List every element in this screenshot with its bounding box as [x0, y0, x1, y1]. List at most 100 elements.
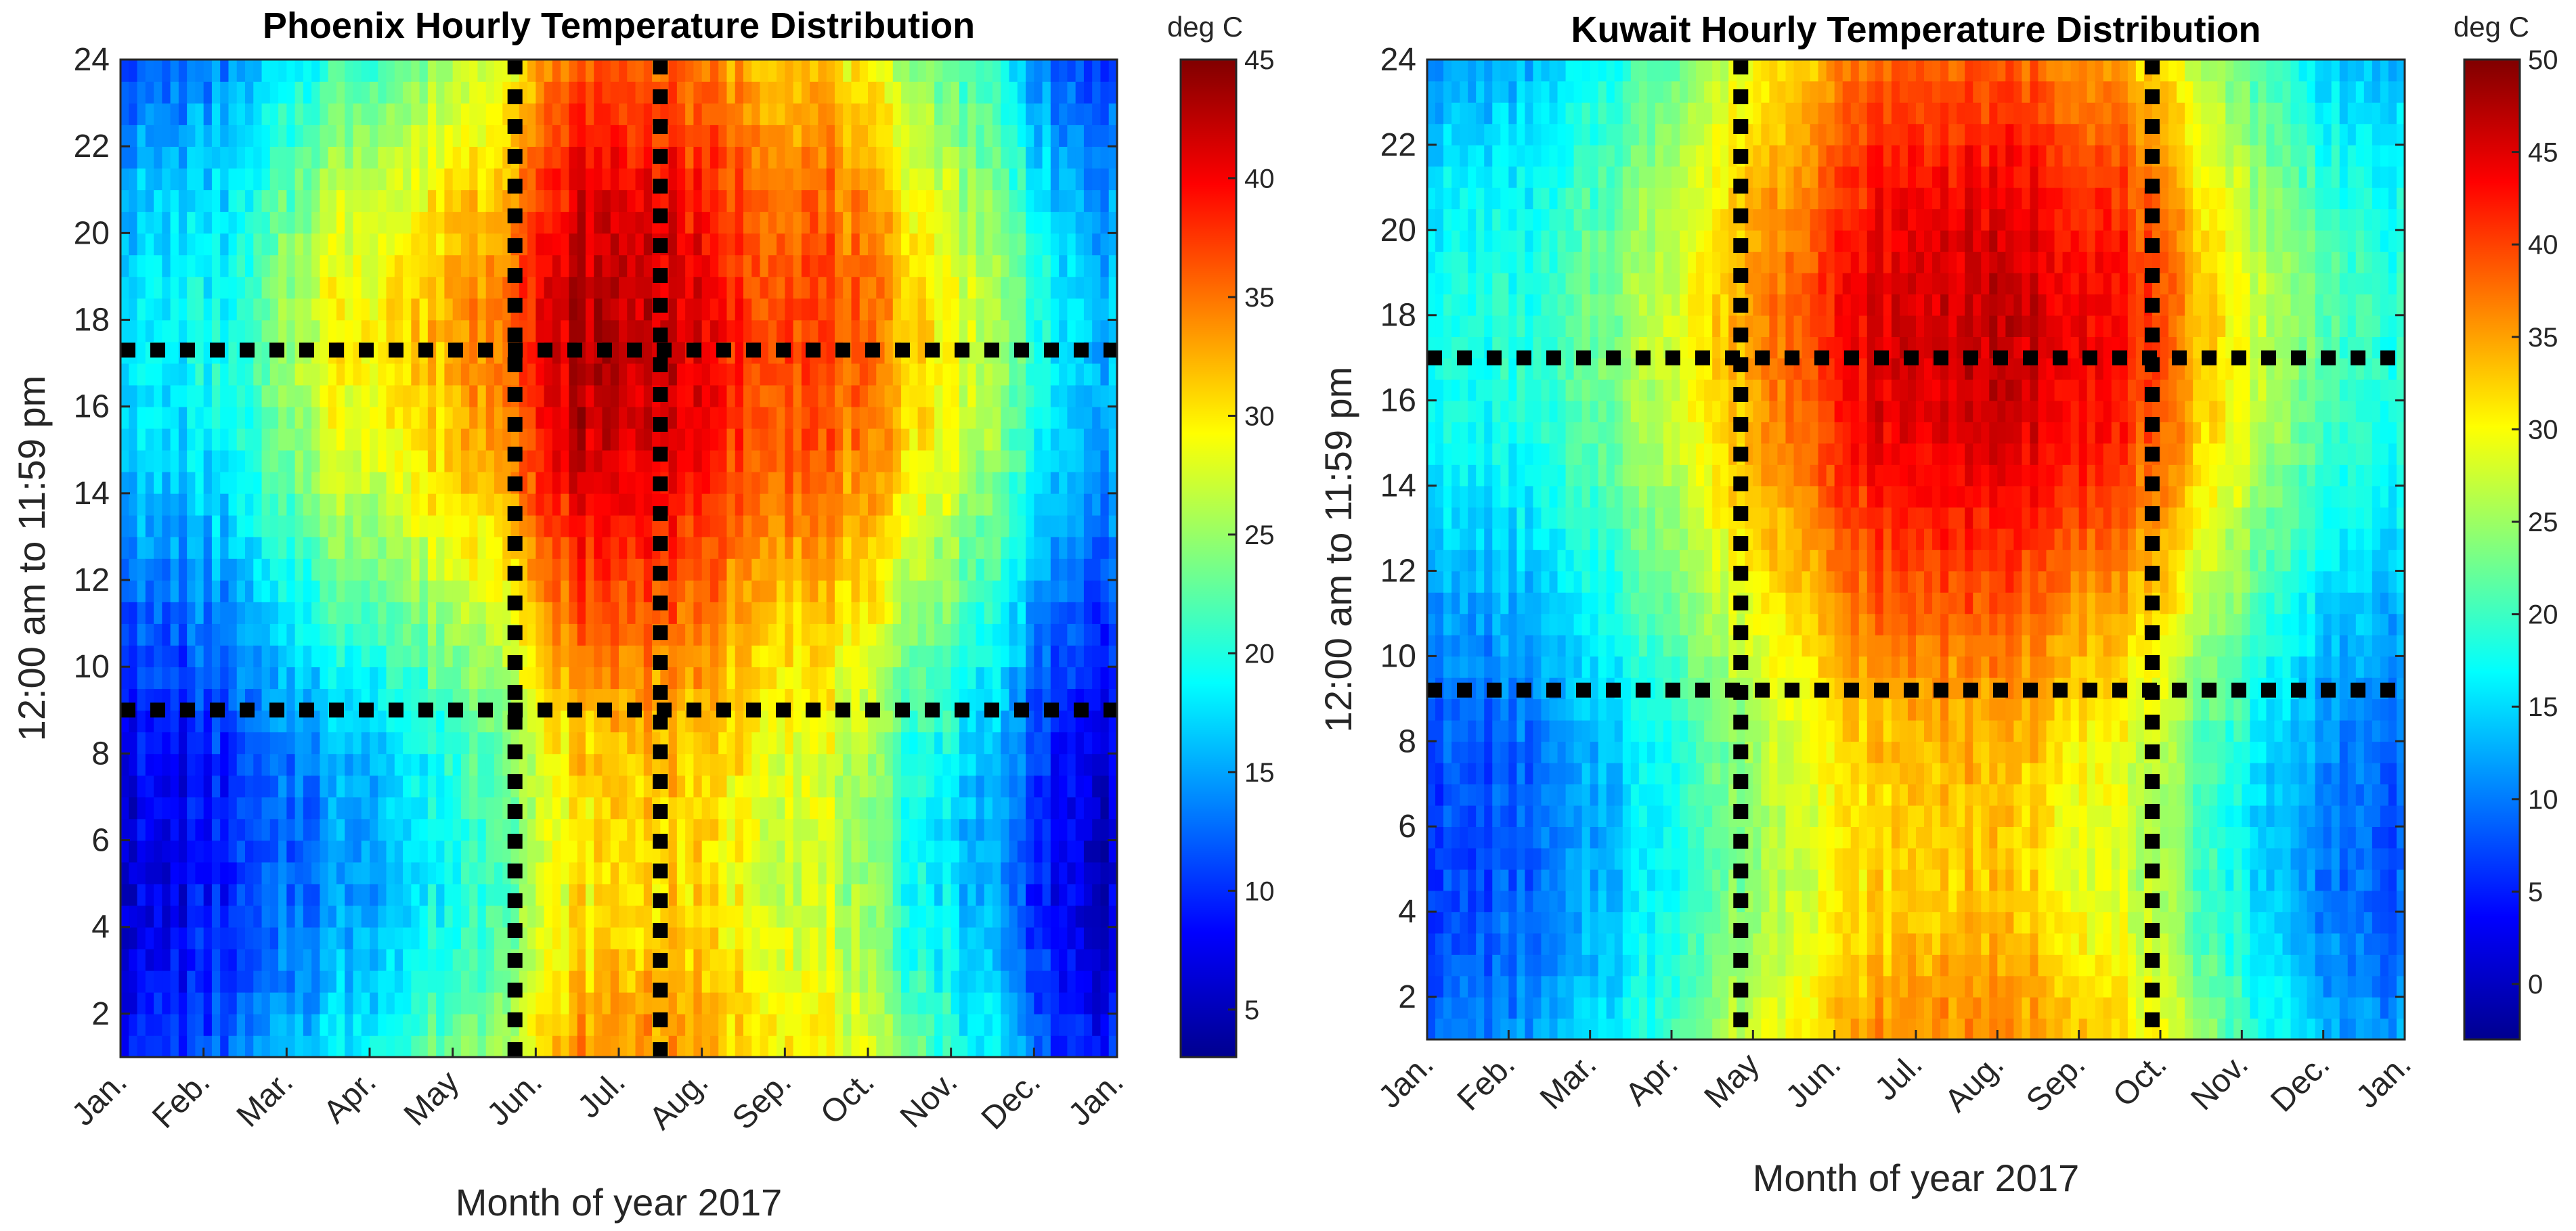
- heatmap-cell: [253, 211, 263, 234]
- heatmap-cell: [269, 189, 279, 212]
- heatmap-cell: [892, 580, 902, 602]
- heatmap-cell: [203, 970, 213, 993]
- heatmap-cell: [859, 818, 869, 841]
- heatmap-cell: [494, 623, 504, 646]
- heatmap-cell: [236, 602, 246, 624]
- heatmap-cell: [353, 363, 362, 386]
- heatmap-cell: [793, 1035, 802, 1058]
- heatmap-cell: [311, 125, 321, 147]
- heatmap-cell: [726, 536, 736, 559]
- heatmap-cell: [527, 514, 537, 537]
- heatmap-cell: [984, 602, 993, 624]
- heatmap-cell: [818, 363, 827, 386]
- heatmap-cell: [967, 103, 977, 125]
- heatmap-cell: [859, 319, 869, 342]
- heatmap-cell: [328, 406, 337, 429]
- heatmap-cell: [810, 667, 819, 690]
- heatmap-cell: [394, 645, 403, 668]
- heatmap-cell: [619, 384, 628, 407]
- heatmap-cell: [378, 81, 387, 104]
- heatmap-cell: [154, 514, 163, 537]
- heatmap-cell: [154, 471, 163, 494]
- heatmap-cell: [452, 298, 462, 321]
- heatmap-cell: [652, 428, 661, 451]
- heatmap-cell: [502, 428, 512, 451]
- heatmap-cell: [577, 81, 586, 104]
- heatmap-cell: [121, 60, 130, 82]
- heatmap-cell: [676, 623, 686, 646]
- heatmap-cell: [851, 970, 860, 993]
- heatmap-cell: [328, 948, 337, 971]
- heatmap-cell: [967, 775, 977, 798]
- heatmap-cell: [170, 514, 179, 537]
- heatmap-cell: [286, 558, 296, 581]
- heatmap-cell: [901, 536, 911, 559]
- heatmap-cell: [594, 103, 603, 125]
- heatmap-cell: [635, 797, 645, 820]
- heatmap-cell: [594, 81, 603, 104]
- heatmap-cell: [701, 558, 711, 581]
- heatmap-cell: [785, 60, 794, 82]
- heatmap-cell: [668, 775, 678, 798]
- heatmap-cell: [527, 428, 537, 451]
- heatmap-cell: [801, 840, 810, 863]
- heatmap-cell: [294, 103, 304, 125]
- heatmap-cell: [610, 211, 619, 234]
- heatmap-cell: [427, 905, 437, 928]
- heatmap-cell: [411, 406, 420, 429]
- heatmap-cell: [735, 840, 744, 863]
- heatmap-cell: [635, 602, 645, 624]
- heatmap-cell: [561, 1013, 570, 1036]
- heatmap-cell: [269, 60, 279, 82]
- heatmap-cell: [718, 883, 728, 906]
- heatmap-cell: [984, 926, 993, 949]
- heatmap-cell: [967, 449, 977, 472]
- heatmap-cell: [992, 645, 1002, 668]
- heatmap-cell: [726, 125, 736, 147]
- heatmap-cell: [934, 168, 944, 191]
- heatmap-cell: [610, 558, 619, 581]
- heatmap-cell: [818, 602, 827, 624]
- heatmap-cell: [137, 883, 146, 906]
- heatmap-cell: [984, 384, 993, 407]
- heatmap-cell: [261, 883, 271, 906]
- heatmap-cell: [876, 883, 886, 906]
- heatmap-cell: [303, 125, 312, 147]
- heatmap-cell: [851, 319, 860, 342]
- heatmap-cell: [561, 60, 570, 82]
- heatmap-cell: [303, 81, 312, 104]
- heatmap-cell: [627, 276, 636, 299]
- heatmap-cell: [220, 905, 230, 928]
- heatmap-cell: [536, 81, 545, 104]
- heatmap-cell: [361, 471, 370, 494]
- heatmap-cell: [178, 818, 188, 841]
- heatmap-cell: [701, 797, 711, 820]
- heatmap-cell: [411, 818, 420, 841]
- heatmap-cell: [328, 775, 337, 798]
- heatmap-cell: [594, 602, 603, 624]
- heatmap-cell: [951, 840, 960, 863]
- heatmap-cell: [469, 753, 479, 776]
- heatmap-cell: [569, 905, 578, 928]
- heatmap-cell: [561, 818, 570, 841]
- heatmap-cell: [917, 536, 927, 559]
- heatmap-cell: [328, 60, 337, 82]
- heatmap-cell: [303, 233, 312, 256]
- heatmap-cell: [336, 732, 345, 755]
- heatmap-cell: [585, 276, 594, 299]
- heatmap-cell: [129, 753, 138, 776]
- heatmap-cell: [485, 797, 495, 820]
- heatmap-cell: [951, 254, 960, 277]
- heatmap-cell: [718, 211, 728, 234]
- heatmap-cell: [220, 602, 230, 624]
- heatmap-cell: [793, 688, 802, 711]
- heatmap-cell: [269, 667, 279, 690]
- heatmap-cell: [810, 471, 819, 494]
- heatmap-cell: [170, 189, 179, 212]
- heatmap-cell: [967, 732, 977, 755]
- heatmap-cell: [984, 254, 993, 277]
- heatmap-cell: [178, 168, 188, 191]
- heatmap-cell: [627, 514, 636, 537]
- heatmap-cell: [602, 384, 611, 407]
- heatmap-cell: [552, 341, 561, 364]
